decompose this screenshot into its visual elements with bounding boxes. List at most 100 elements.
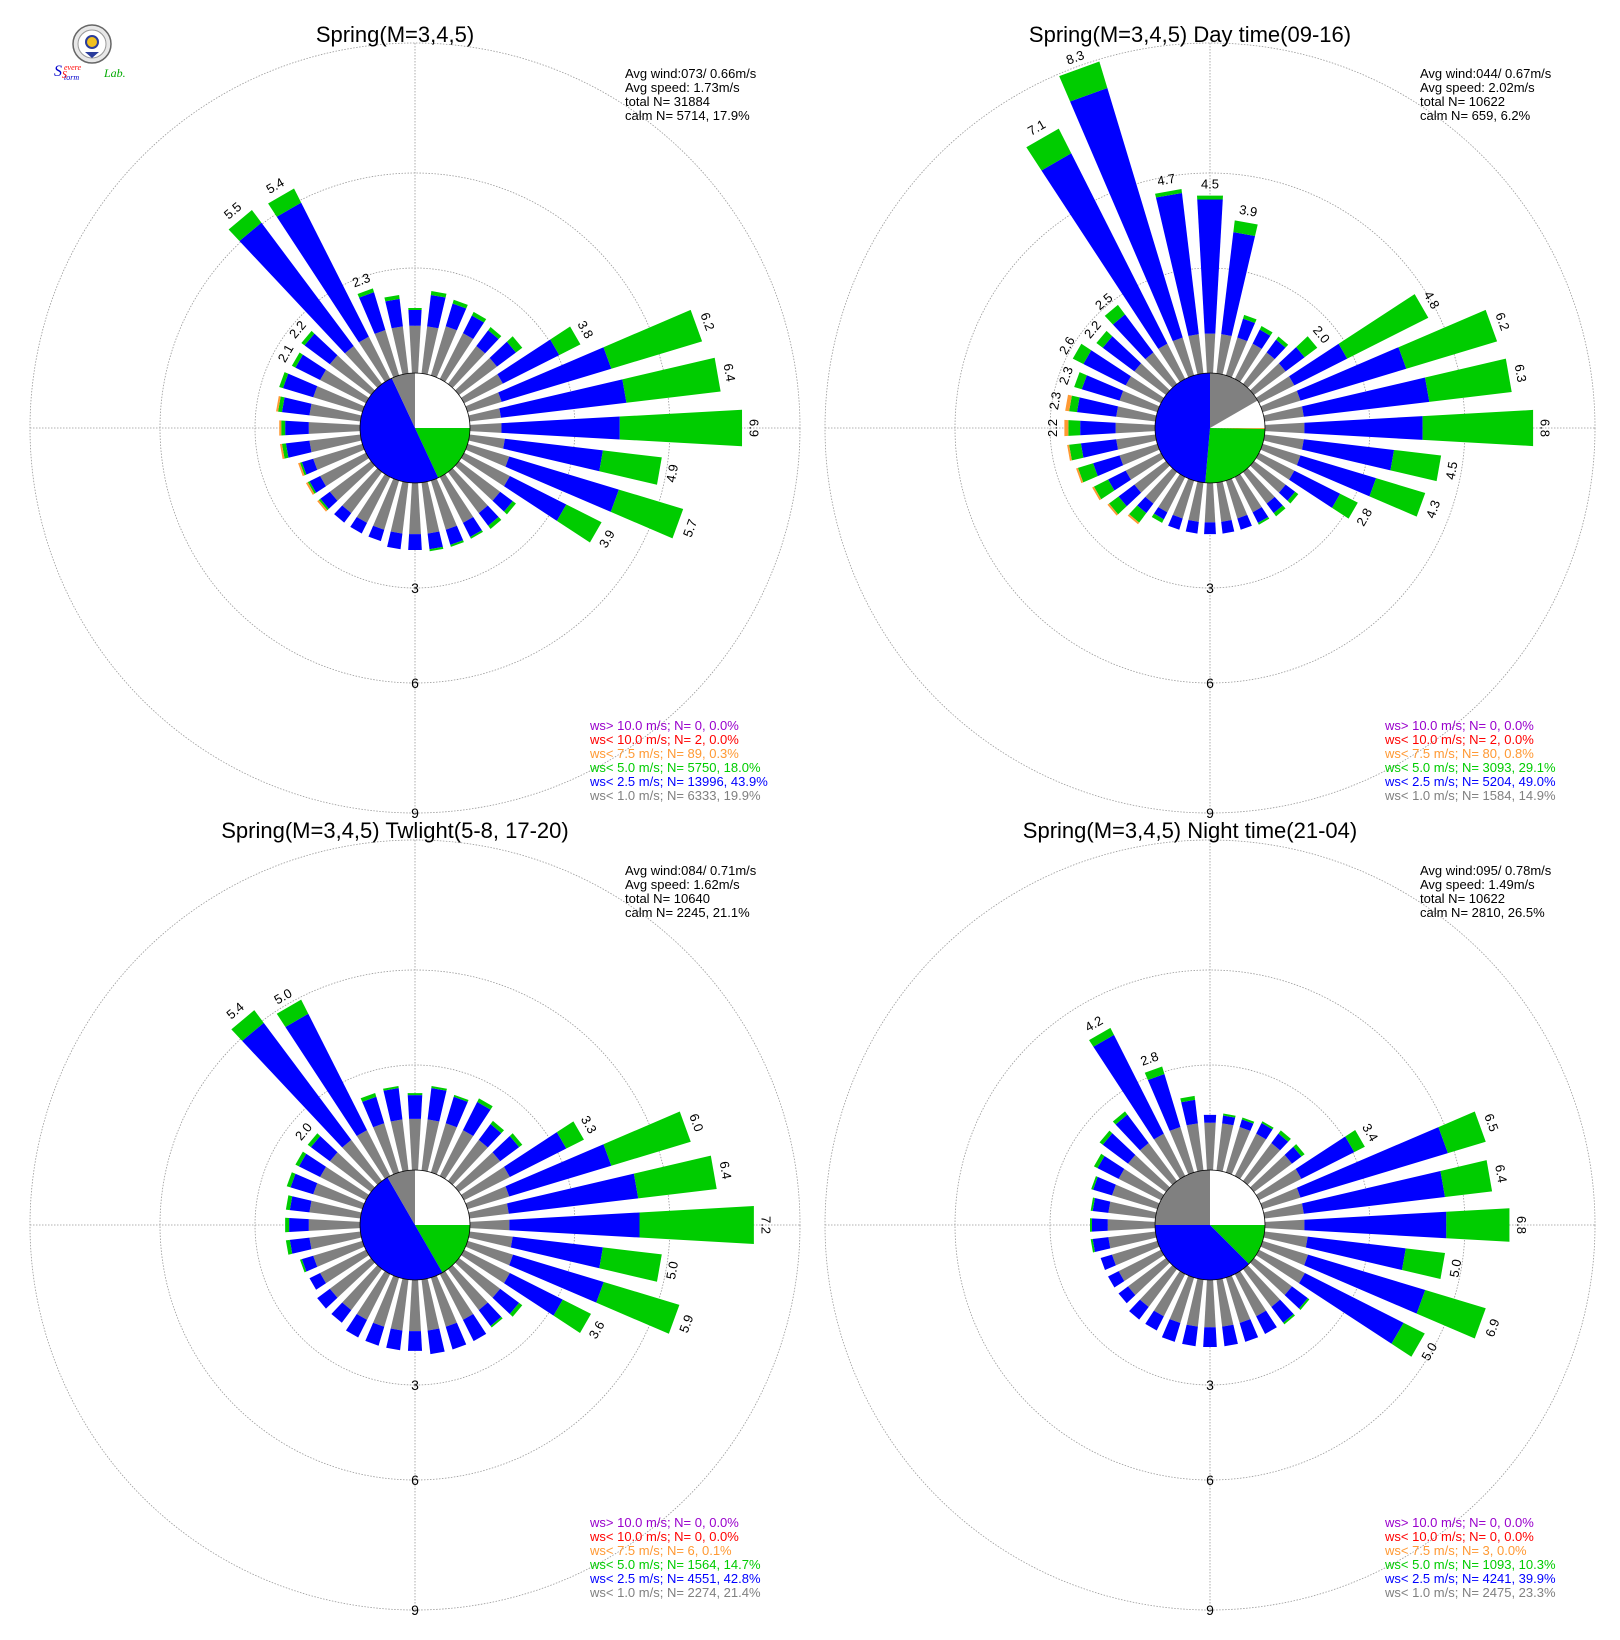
rose-bar-segment	[301, 1255, 318, 1272]
rose-bar-segment	[503, 1132, 567, 1178]
rose-bar-segment	[462, 315, 485, 340]
rose-bar-segment	[313, 443, 365, 470]
rose-bar-segment	[298, 1153, 327, 1178]
rose-bar-segment	[1083, 350, 1131, 386]
calm-pie-slice	[391, 373, 415, 428]
rose-bar-segment	[1158, 474, 1186, 513]
bar-label: 2.3	[1056, 364, 1076, 386]
rose-bar-segment	[1225, 1275, 1251, 1324]
rose-bar-segment	[1221, 232, 1256, 336]
rose-bar-segment	[304, 333, 338, 365]
rose-bar-segment	[1401, 1248, 1446, 1280]
rose-bar-segment	[1234, 1271, 1267, 1317]
rose-bar-segment	[1250, 363, 1286, 396]
rose-bar-segment	[462, 1313, 487, 1342]
rose-bar-segment	[1390, 449, 1442, 482]
rose-bar-segment	[1391, 1322, 1425, 1357]
bar-label: 5.4	[264, 175, 287, 197]
rose-bar-segment	[439, 1130, 474, 1179]
rose-bar-segment	[427, 531, 443, 550]
rose-bar-segment	[1256, 376, 1295, 404]
bar-label: 6.4	[1492, 1163, 1510, 1183]
stats-line: calm N= 5714, 17.9%	[625, 108, 750, 123]
panel-title: Spring(M=3,4,5) Night time(21-04)	[1023, 818, 1357, 843]
rose-bar-segment	[1422, 409, 1534, 447]
rose-bar-segment	[409, 1118, 421, 1171]
rose-bar-segment	[1234, 343, 1262, 382]
rose-bar-segment	[342, 1139, 383, 1185]
ring-label: 6	[1206, 675, 1214, 691]
rose-bar-segment	[509, 1133, 523, 1148]
rose-bar-segment	[299, 1259, 307, 1273]
rose-bar-segment	[1284, 1286, 1308, 1309]
rose-bar-segment	[1216, 1123, 1234, 1172]
rose-bar-segment	[1116, 434, 1157, 450]
rose-bar-segment	[308, 1219, 361, 1231]
rose-bar-segment	[1093, 1034, 1164, 1140]
rose-bar-segment	[503, 475, 567, 521]
rose-bar-segment	[295, 354, 327, 381]
rose-bar-segment	[1398, 309, 1498, 369]
bar-label: 5.7	[680, 517, 700, 539]
bar-label: 6.3	[1512, 363, 1530, 383]
rose-bar-segment	[439, 474, 474, 523]
rose-bar-segment	[1188, 334, 1204, 375]
rose-bar-segment	[1250, 1154, 1292, 1193]
rose-bar-segment	[1260, 443, 1301, 466]
rose-bar-segment	[1151, 513, 1164, 523]
rose-bar-segment	[439, 333, 474, 382]
calm-pie-slice	[415, 373, 470, 428]
rose-bar-segment	[492, 1135, 520, 1162]
rose-bar-segment	[550, 326, 581, 356]
rose-bar-segment	[1204, 1279, 1216, 1328]
rose-bar-segment	[610, 489, 684, 539]
rose-bar-segment	[1139, 1143, 1178, 1185]
rose-bar-segment	[1111, 1184, 1160, 1210]
rose-bar-segment	[455, 1152, 501, 1193]
rose-bar-segment	[1026, 128, 1072, 171]
rose-bar-segment	[507, 1173, 639, 1214]
lab-seal-icon: S evere torm S Lab.	[54, 24, 126, 82]
rose-bar-segment	[309, 1200, 362, 1219]
rose-bar-segment	[1252, 329, 1271, 349]
rose-bar-segment	[309, 1272, 327, 1290]
rose-bar-segment	[1144, 1066, 1165, 1081]
rose-bar-segment	[468, 1231, 513, 1248]
rose-bar-segment	[1284, 1146, 1302, 1164]
bar-label: 6.4	[717, 1160, 735, 1180]
rose-bar-segment	[309, 1231, 362, 1250]
rose-bar-segment	[1204, 333, 1216, 374]
stats-line: Avg speed: 2.02m/s	[1420, 80, 1535, 95]
stats-line: Avg wind:044/ 0.67m/s	[1420, 66, 1552, 81]
legend-line: ws< 10.0 m/s; N= 0, 0.0%	[1384, 1529, 1534, 1544]
svg-text:Lab.: Lab.	[103, 66, 126, 80]
rose-bar-segment	[295, 1151, 307, 1167]
rose-bar-segment	[462, 516, 482, 538]
rose-bar-segment	[1276, 336, 1289, 348]
rose-bar-segment	[427, 294, 446, 329]
rose-bar-segment	[1145, 352, 1178, 388]
rose-bar-segment	[489, 341, 516, 367]
rose-bar-segment	[387, 531, 403, 550]
rose-bar-segment	[317, 1288, 338, 1309]
rose-bar-segment	[599, 1247, 662, 1282]
rose-bar-segment	[503, 438, 603, 472]
rose-bar-segment	[1119, 443, 1160, 466]
rose-bar-segment	[1153, 1133, 1186, 1179]
rose-bar-segment	[465, 1240, 514, 1266]
rose-bar-segment	[1266, 496, 1283, 514]
rose-bar-segment	[1256, 452, 1295, 480]
rose-bar-segment	[291, 352, 303, 368]
rose-bar-segment	[1185, 520, 1199, 534]
rose-bar-segment	[1139, 1265, 1178, 1307]
legend-line: ws< 2.5 m/s; N= 4551, 42.8%	[589, 1571, 761, 1586]
rose-bar-segment	[1118, 1286, 1136, 1304]
rose-bar-segment	[1112, 314, 1154, 360]
rose-bar-segment	[429, 546, 444, 552]
rose-bar-segment	[1234, 1133, 1267, 1179]
rose-bar-segment	[488, 327, 502, 339]
rose-bar-segment	[1234, 474, 1262, 513]
rose-bar-segment	[1093, 455, 1124, 477]
rose-bar-segment	[1090, 1218, 1092, 1232]
rose-bar-segment	[439, 1271, 474, 1320]
